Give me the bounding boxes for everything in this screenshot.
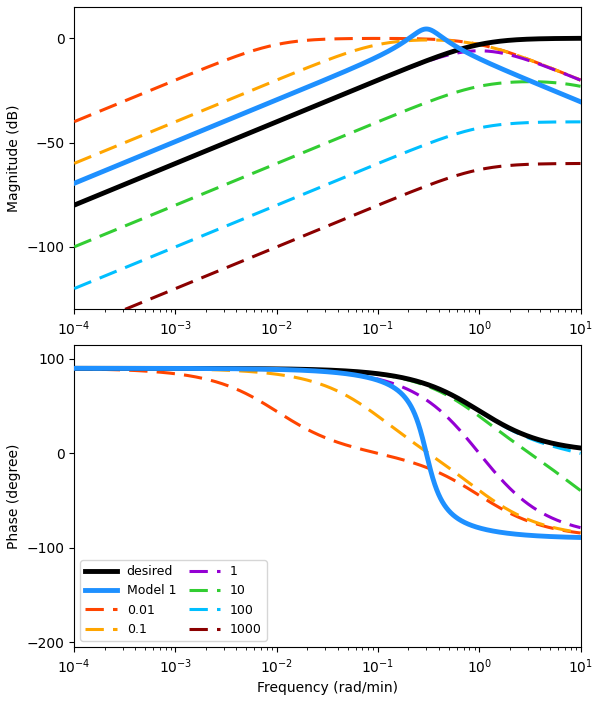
Y-axis label: Phase (degree): Phase (degree) — [7, 443, 21, 549]
Y-axis label: Magnitude (dB): Magnitude (dB) — [7, 105, 21, 212]
Legend: desired, Model 1, 0.01, 0.1, 1, 10, 100, 1000: desired, Model 1, 0.01, 0.1, 1, 10, 100,… — [80, 560, 267, 641]
X-axis label: Frequency (rad/min): Frequency (rad/min) — [257, 681, 398, 695]
